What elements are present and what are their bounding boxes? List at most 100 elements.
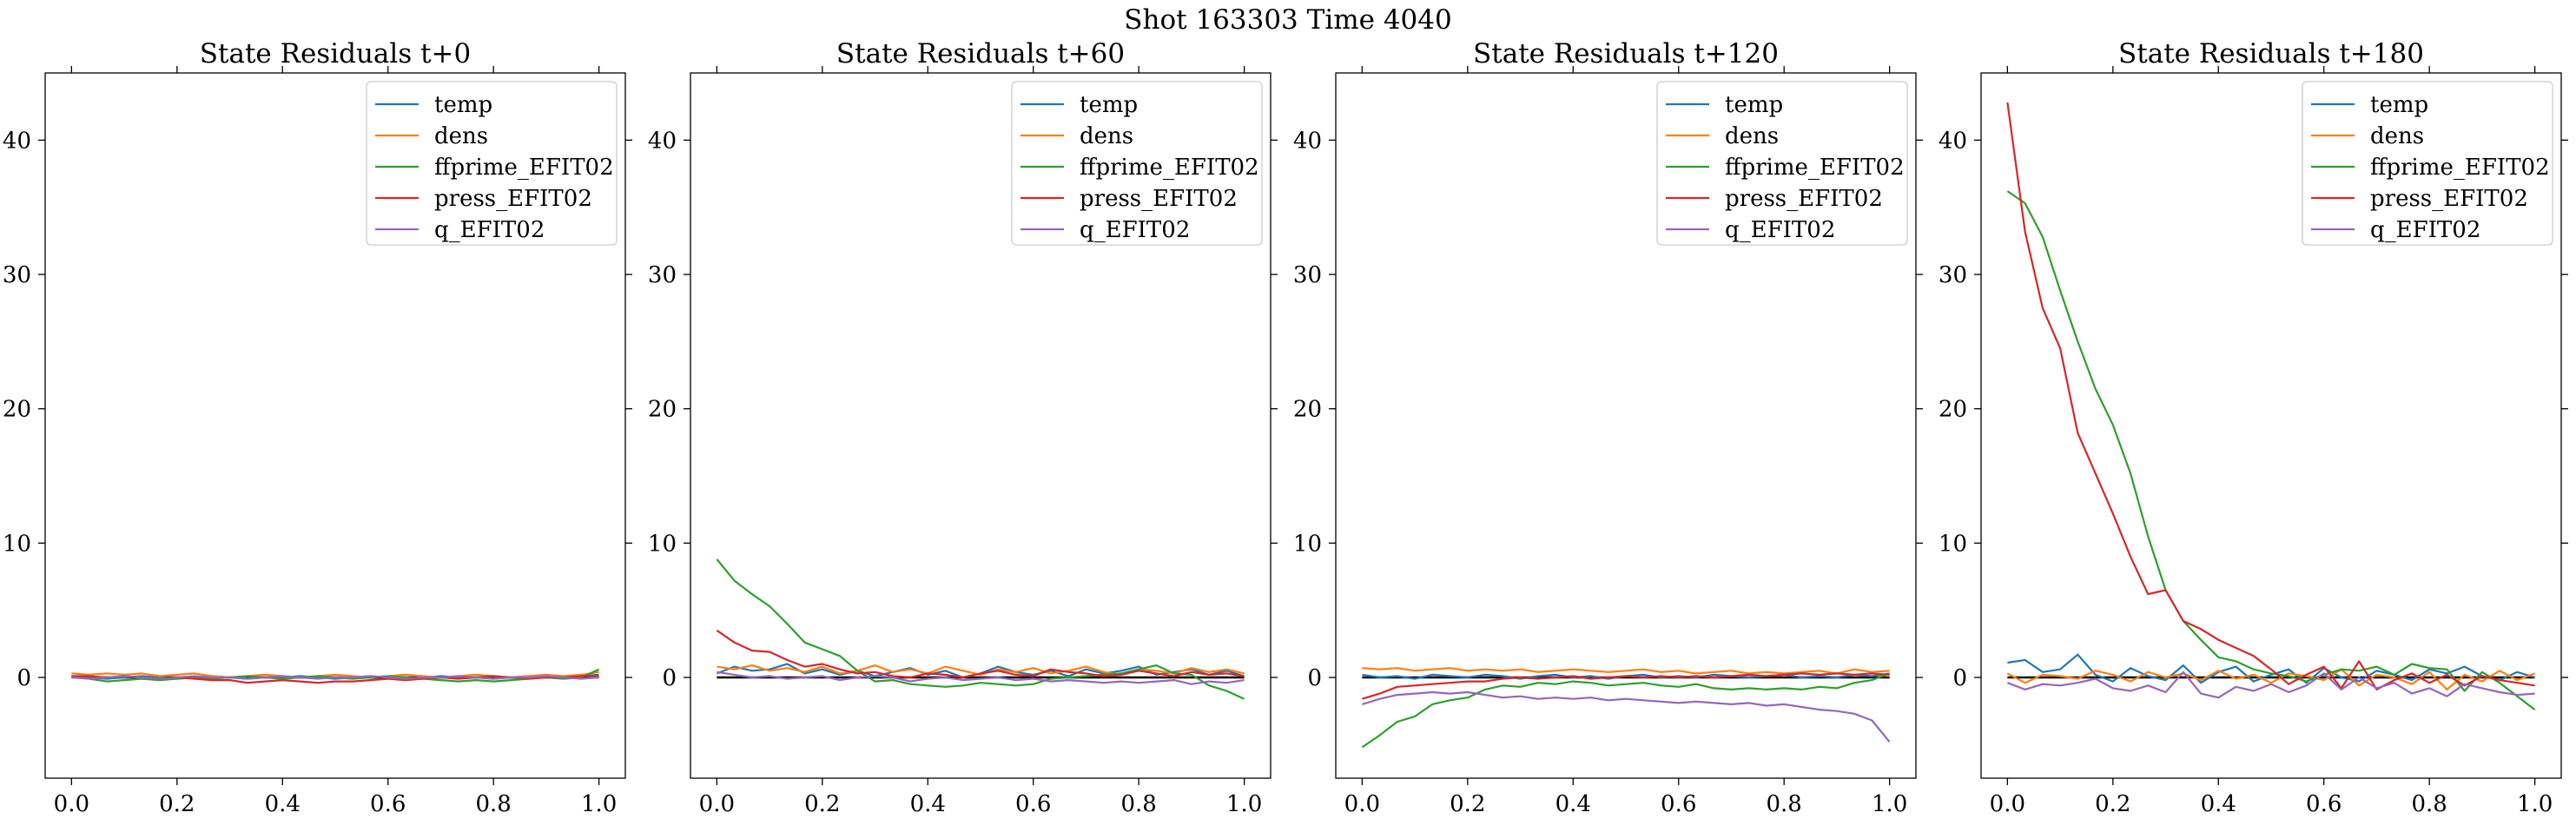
x-tick-label: 0.0 (1344, 791, 1380, 817)
legend-label: temp (1725, 92, 1783, 118)
legend-label: ffprime_EFIT02 (1725, 155, 1905, 181)
legend-label: q_EFIT02 (2370, 217, 2480, 243)
x-tick-label: 0.0 (699, 791, 735, 817)
series-q_EFIT02 (1362, 690, 1891, 743)
series-line (2006, 190, 2536, 710)
x-tick-label: 0.4 (265, 791, 301, 817)
legend-label: temp (434, 92, 492, 118)
series-press_EFIT02 (1362, 672, 1890, 700)
y-tick-label: 40 (3, 128, 31, 154)
x-tick-label: 1.0 (581, 791, 617, 817)
legend-label: press_EFIT02 (2370, 186, 2528, 212)
x-tick-label: 1.0 (2517, 791, 2553, 817)
series-ffprime_EFIT02 (716, 558, 1245, 700)
axes-frame (44, 72, 626, 779)
legend-label: q_EFIT02 (1080, 217, 1190, 243)
x-tick-label: 0.6 (1661, 791, 1696, 817)
x-tick-label: 0.4 (2201, 791, 2236, 817)
subplot-title: State Residuals t+120 (1473, 38, 1779, 69)
x-tick-label: 0.8 (1767, 791, 1802, 817)
y-tick-label: 10 (648, 531, 677, 557)
legend-label: ffprime_EFIT02 (434, 155, 614, 181)
legend-label: dens (434, 123, 488, 149)
x-tick-label: 0.0 (1990, 791, 2025, 817)
y-tick-label: 40 (1939, 128, 1967, 154)
x-tick-label: 0.0 (54, 791, 89, 817)
series-q_EFIT02 (717, 670, 1245, 685)
x-tick-label: 0.2 (2095, 791, 2130, 817)
y-tick-label: 10 (1939, 531, 1967, 557)
legend-label: temp (2370, 92, 2428, 118)
y-tick-label: 0 (662, 665, 677, 691)
y-tick-label: 20 (1939, 397, 1967, 423)
figure-title: Shot 163303 Time 4040 (1124, 4, 1451, 36)
x-tick-label: 0.4 (910, 791, 946, 817)
subplot-1: State Residuals t+0 0.0 0.2 0.4 0.6 0.8 1.0 0 10… (3, 38, 632, 817)
legend: temp dens ffprime_EFIT02 press_EFIT02 q_EFIT… (1011, 81, 1263, 246)
legend-label: ffprime_EFIT02 (1080, 155, 1259, 181)
subplot-3: State Residuals t+120 0.0 0.2 0.4 0.6 0.8 1.0 0… (1293, 38, 1923, 817)
legend-label: ffprime_EFIT02 (2370, 155, 2550, 181)
y-tick-label: 0 (1307, 665, 1322, 691)
series-ffprime_EFIT02 (1361, 672, 1890, 749)
y-tick-label: 40 (648, 128, 677, 154)
subplot-title: State Residuals t+180 (2118, 38, 2424, 69)
y-tick-label: 20 (3, 397, 31, 423)
legend-box (366, 81, 618, 246)
y-tick-label: 30 (1293, 262, 1322, 288)
x-tick-label: 0.6 (370, 791, 406, 817)
x-tick-label: 0.8 (476, 791, 512, 817)
legend-box (2302, 81, 2553, 246)
legend-label: dens (1725, 123, 1779, 149)
x-tick-label: 0.4 (1556, 791, 1591, 817)
x-tick-label: 0.8 (2412, 791, 2447, 817)
subplot-2: State Residuals t+60 0.0 0.2 0.4 0.6 0.8 1.0 0 1… (648, 38, 1278, 817)
series-ffprime_EFIT02 (2006, 190, 2536, 710)
legend: temp dens ffprime_EFIT02 press_EFIT02 q_EFIT… (2302, 81, 2553, 246)
legend-label: dens (2370, 123, 2424, 149)
subplot-4: State Residuals t+180 0.0 0.2 0.4 0.6 0.8 1.0 0… (1939, 38, 2568, 817)
series-line (1362, 690, 1891, 743)
x-tick-label: 1.0 (1872, 791, 1907, 817)
legend-box (1656, 81, 1908, 246)
subplot-title: State Residuals t+0 (200, 38, 471, 69)
x-tick-label: 0.6 (1015, 791, 1051, 817)
series-line (2007, 670, 2535, 699)
legend-label: press_EFIT02 (1080, 186, 1238, 212)
y-tick-label: 30 (3, 262, 31, 288)
series-dens (1362, 667, 1890, 675)
y-tick-label: 10 (3, 531, 31, 557)
axes-frame (690, 72, 1271, 779)
y-tick-label: 10 (1293, 531, 1322, 557)
axes-frame (1980, 72, 2562, 779)
subplot-title: State Residuals t+60 (836, 38, 1125, 69)
x-tick-label: 0.2 (804, 791, 840, 817)
legend-label: press_EFIT02 (434, 186, 592, 212)
x-tick-label: 0.2 (159, 791, 195, 817)
legend-label: press_EFIT02 (1725, 186, 1883, 212)
legend-label: temp (1080, 92, 1138, 118)
y-tick-label: 30 (1939, 262, 1967, 288)
series-press_EFIT02 (716, 629, 1245, 679)
y-tick-label: 40 (1293, 128, 1322, 154)
legend-label: q_EFIT02 (1725, 217, 1835, 243)
x-tick-label: 0.6 (2306, 791, 2342, 817)
legend-label: dens (1080, 123, 1133, 149)
x-tick-label: 1.0 (1226, 791, 1262, 817)
legend: temp dens ffprime_EFIT02 press_EFIT02 q_EFIT… (1656, 81, 1908, 246)
y-tick-label: 0 (17, 665, 31, 691)
series-q_EFIT02 (2007, 670, 2535, 699)
legend: temp dens ffprime_EFIT02 press_EFIT02 q_EFIT… (366, 81, 618, 246)
y-tick-label: 20 (1293, 397, 1322, 423)
legend-label: q_EFIT02 (434, 217, 545, 243)
y-tick-label: 0 (1952, 665, 1967, 691)
legend-box (1011, 81, 1263, 246)
subplot-grid: State Residuals t+0 0.0 0.2 0.4 0.6 0.8 1.0 0 10… (3, 38, 2568, 817)
x-tick-label: 0.8 (1121, 791, 1157, 817)
series-press_EFIT02 (2006, 102, 2535, 691)
axes-frame (1335, 72, 1917, 779)
series-line (1361, 672, 1890, 749)
y-tick-label: 20 (648, 397, 677, 423)
x-tick-label: 0.2 (1450, 791, 1485, 817)
